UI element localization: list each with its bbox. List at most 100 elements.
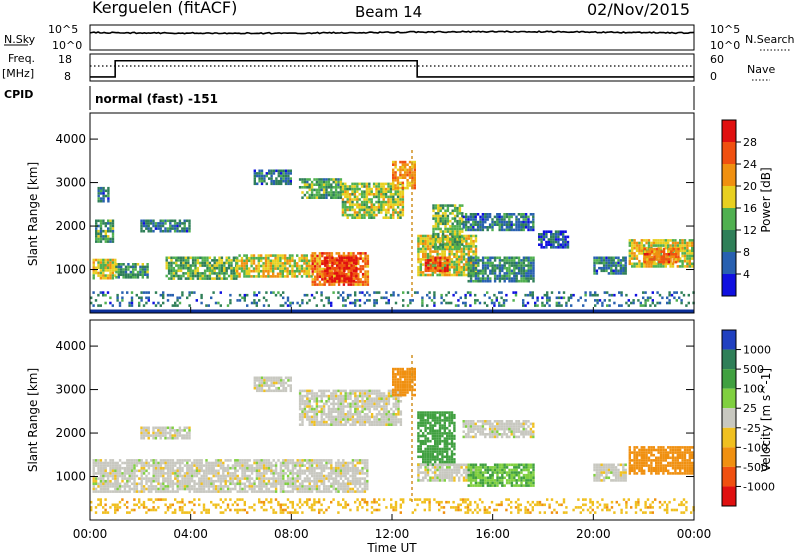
echo-cell bbox=[455, 247, 458, 251]
echo-cell bbox=[378, 291, 381, 294]
echo-cell bbox=[477, 269, 480, 273]
echo-cell bbox=[469, 293, 472, 297]
colorbar-tick-label: 12 bbox=[743, 224, 757, 237]
echo-cell bbox=[354, 469, 357, 473]
echo-cell bbox=[691, 252, 694, 255]
echo-cell bbox=[469, 213, 473, 216]
echo-cell bbox=[406, 171, 409, 174]
echo-cell bbox=[558, 301, 561, 305]
echo-cell bbox=[356, 206, 359, 209]
echo-cell bbox=[356, 472, 359, 475]
echo-cell bbox=[358, 187, 361, 191]
echo-cell bbox=[683, 259, 687, 263]
echo-cell bbox=[232, 256, 236, 260]
echo-cell bbox=[210, 477, 213, 480]
echo-cell bbox=[114, 469, 117, 473]
echo-cell bbox=[462, 215, 465, 219]
echo-cell bbox=[198, 466, 201, 470]
echo-cell bbox=[662, 260, 666, 264]
echo-cell bbox=[441, 264, 444, 267]
echo-cell bbox=[106, 258, 110, 262]
echo-cell bbox=[558, 291, 561, 294]
echo-cell bbox=[373, 301, 376, 305]
echo-cell bbox=[138, 459, 141, 462]
echo-cell bbox=[142, 464, 146, 467]
echo-cell bbox=[681, 252, 684, 255]
echo-cell bbox=[298, 469, 302, 473]
echo-cell bbox=[289, 172, 292, 175]
echo-cell bbox=[389, 185, 393, 188]
echo-cell bbox=[255, 459, 259, 462]
echo-cell bbox=[116, 472, 119, 475]
echo-cell bbox=[253, 179, 256, 183]
echo-cell bbox=[360, 200, 364, 204]
echo-cell bbox=[648, 260, 651, 264]
echo-cell bbox=[419, 258, 422, 261]
echo-cell bbox=[332, 191, 335, 194]
echo-cell bbox=[169, 477, 172, 480]
echo-cell bbox=[116, 461, 119, 465]
echo-cell bbox=[462, 234, 466, 238]
echo-cell bbox=[159, 227, 162, 230]
echo-cell bbox=[325, 183, 328, 186]
echo-cell bbox=[399, 216, 402, 219]
echo-cell bbox=[306, 301, 309, 305]
echo-cell bbox=[198, 482, 201, 486]
echo-cell bbox=[348, 256, 351, 260]
echo-cell bbox=[337, 296, 340, 300]
echo-cell bbox=[356, 216, 359, 219]
echo-cell bbox=[437, 227, 440, 231]
echo-cell bbox=[226, 479, 230, 483]
echo-cell bbox=[174, 469, 177, 473]
echo-cell bbox=[402, 291, 405, 294]
echo-cell bbox=[372, 213, 376, 217]
echo-cell bbox=[176, 482, 179, 486]
echo-cell bbox=[372, 208, 376, 212]
echo-cell bbox=[167, 256, 171, 260]
echo-cell bbox=[399, 181, 402, 185]
echo-cell bbox=[315, 464, 319, 467]
echo-cell bbox=[282, 472, 285, 475]
echo-cell bbox=[267, 254, 270, 257]
echo-cell bbox=[532, 274, 535, 278]
echo-cell bbox=[276, 256, 280, 260]
echo-cell bbox=[257, 256, 260, 260]
echo-cell bbox=[315, 461, 319, 465]
echo-cell bbox=[358, 485, 362, 488]
echo-cell bbox=[348, 213, 352, 217]
echo-cell bbox=[171, 461, 175, 465]
echo-cell bbox=[529, 272, 533, 275]
echo-cell bbox=[437, 206, 440, 210]
echo-cell bbox=[341, 187, 345, 191]
echo-cell bbox=[181, 466, 184, 470]
echo-cell bbox=[370, 211, 373, 214]
echo-cell bbox=[550, 233, 553, 236]
echo-cell bbox=[653, 247, 656, 251]
echo-cell bbox=[336, 259, 339, 262]
echo-cell bbox=[394, 186, 397, 190]
echo-cell bbox=[631, 244, 634, 247]
echo-cell bbox=[97, 459, 100, 462]
echo-cell bbox=[680, 299, 683, 302]
echo-cell bbox=[366, 464, 369, 467]
echo-cell bbox=[363, 479, 367, 483]
echo-cell bbox=[363, 213, 366, 217]
echo-cell bbox=[296, 301, 299, 305]
echo-cell bbox=[351, 216, 354, 219]
echo-cell bbox=[429, 252, 432, 256]
echo-cell bbox=[280, 169, 283, 173]
echo-cell bbox=[610, 256, 613, 260]
echo-cell bbox=[279, 304, 282, 307]
echo-cell bbox=[258, 461, 261, 465]
echo-cell bbox=[669, 262, 672, 266]
echo-cell bbox=[688, 252, 691, 255]
echo-cell bbox=[253, 169, 256, 173]
echo-cell bbox=[94, 269, 98, 272]
echo-cell bbox=[99, 224, 103, 228]
echo-cell bbox=[426, 263, 430, 266]
echo-cell bbox=[270, 169, 273, 173]
echo-cell bbox=[185, 431, 189, 435]
echo-cell bbox=[128, 301, 131, 305]
echo-cell bbox=[459, 296, 462, 300]
echo-cell bbox=[387, 185, 390, 188]
